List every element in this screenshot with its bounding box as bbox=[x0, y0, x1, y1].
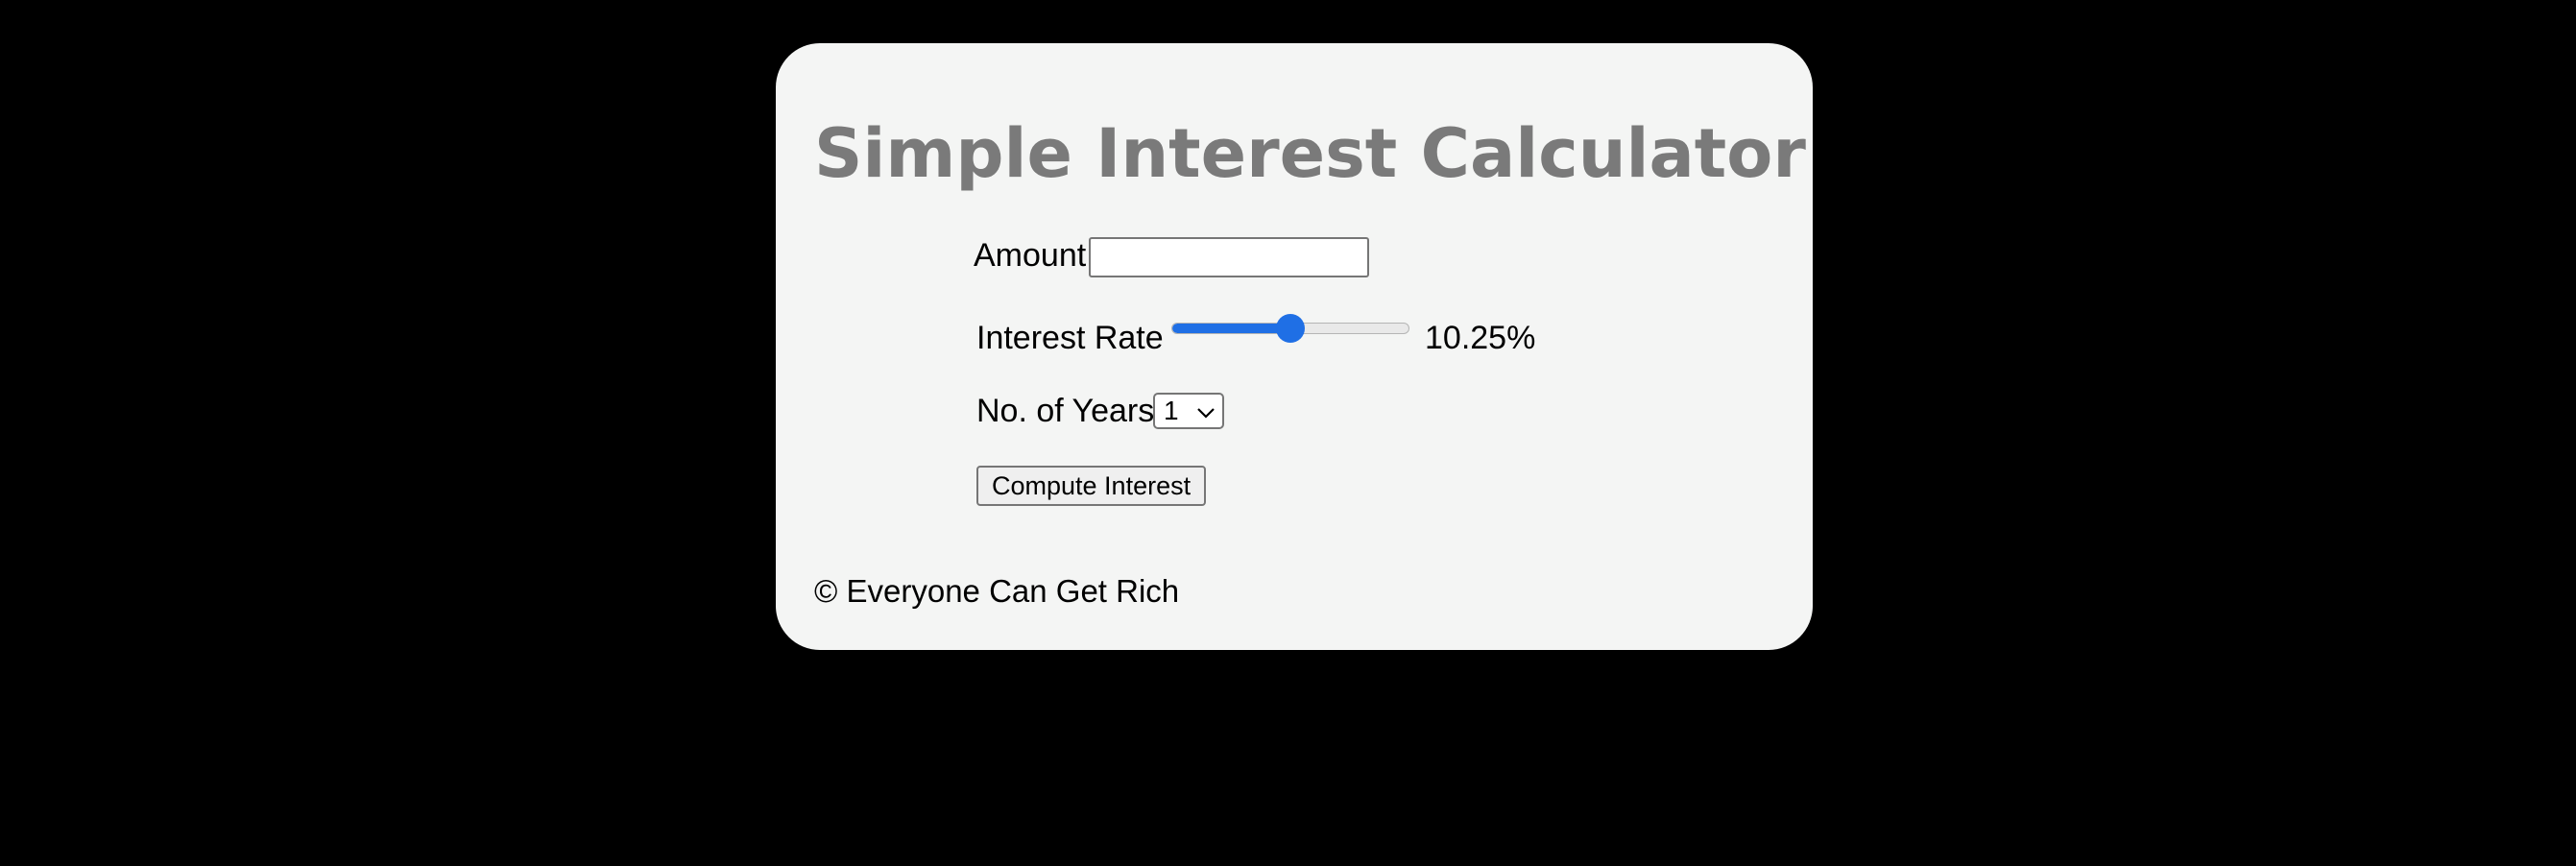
footer-copyright: © Everyone Can Get Rich bbox=[814, 573, 1180, 609]
interest-rate-slider[interactable] bbox=[1164, 311, 1417, 346]
interest-rate-value: 10.25% bbox=[1425, 320, 1536, 356]
slider-fill bbox=[1172, 324, 1291, 333]
interest-rate-label: Interest Rate bbox=[976, 320, 1164, 356]
chevron-down-icon bbox=[1196, 399, 1216, 432]
amount-input[interactable] bbox=[1089, 237, 1369, 277]
calculator-card: Simple Interest Calculator Amount Intere… bbox=[776, 43, 1813, 650]
years-select[interactable]: 1 bbox=[1153, 393, 1224, 429]
amount-label: Amount bbox=[974, 237, 1087, 274]
years-select-value: 1 bbox=[1164, 396, 1179, 425]
years-label: No. of Years bbox=[976, 393, 1155, 429]
slider-thumb[interactable] bbox=[1276, 314, 1305, 343]
page-title: Simple Interest Calculator bbox=[814, 114, 1806, 193]
compute-interest-button[interactable]: Compute Interest bbox=[976, 466, 1207, 506]
